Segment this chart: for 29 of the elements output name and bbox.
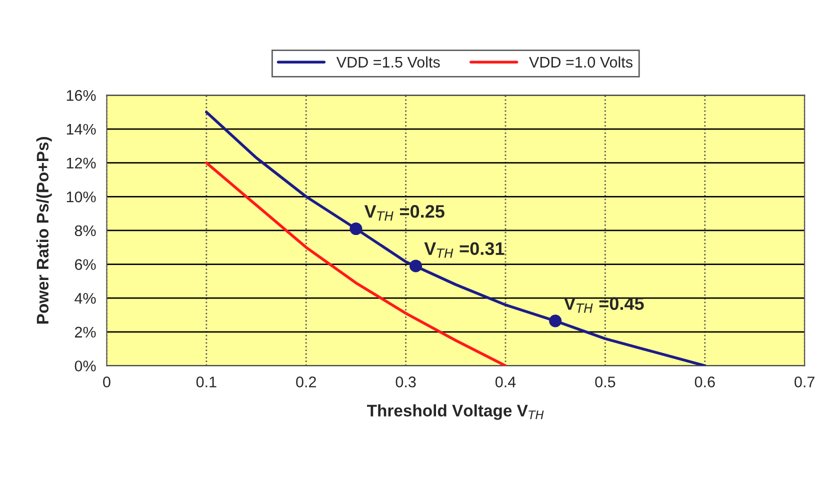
x-tick-label: 0 (103, 376, 110, 388)
y-tick-label: 4% (74, 293, 96, 304)
legend-label: VDD =1.0 Volts (529, 56, 632, 68)
y-tick-label: 8% (74, 225, 96, 236)
annotation: V$_{TH}$ =0.31 (424, 242, 504, 258)
line-series (205, 161, 507, 366)
y-tick-label: 2% (75, 326, 96, 338)
legend-label: VDD =1.5 Volts (336, 56, 440, 68)
annotation: V$_{TH}$ =0.25 (364, 205, 444, 221)
x-tick-label: 0.4 (495, 376, 516, 388)
x-axis-title: Threshold Voltage V$_{TH}$ (367, 404, 544, 420)
x-tick-label: 0.7 (794, 376, 814, 388)
line-series (205, 110, 706, 366)
x-tick-label: 0.3 (396, 376, 416, 388)
point (410, 260, 422, 272)
x-tick-label: 0.5 (595, 376, 616, 388)
x-tick-label: 0.1 (196, 376, 216, 388)
annotation: V$_{TH}$ =0.45 (564, 297, 644, 313)
y-tick-label: 16% (66, 90, 96, 101)
y-tick-label: 6% (75, 259, 96, 270)
y-tick-label: 14% (66, 124, 96, 135)
y-tick-label: 0% (74, 360, 96, 372)
x-tick-label: 0.6 (694, 376, 715, 388)
point (350, 222, 362, 236)
x-tick-label: 0.2 (296, 376, 316, 388)
point (549, 314, 562, 328)
y-tick-label: 10% (66, 192, 96, 202)
y-axis-title: Power Ratio Ps/(Po+Ps) (36, 137, 52, 324)
y-tick-label: 12% (66, 158, 96, 168)
